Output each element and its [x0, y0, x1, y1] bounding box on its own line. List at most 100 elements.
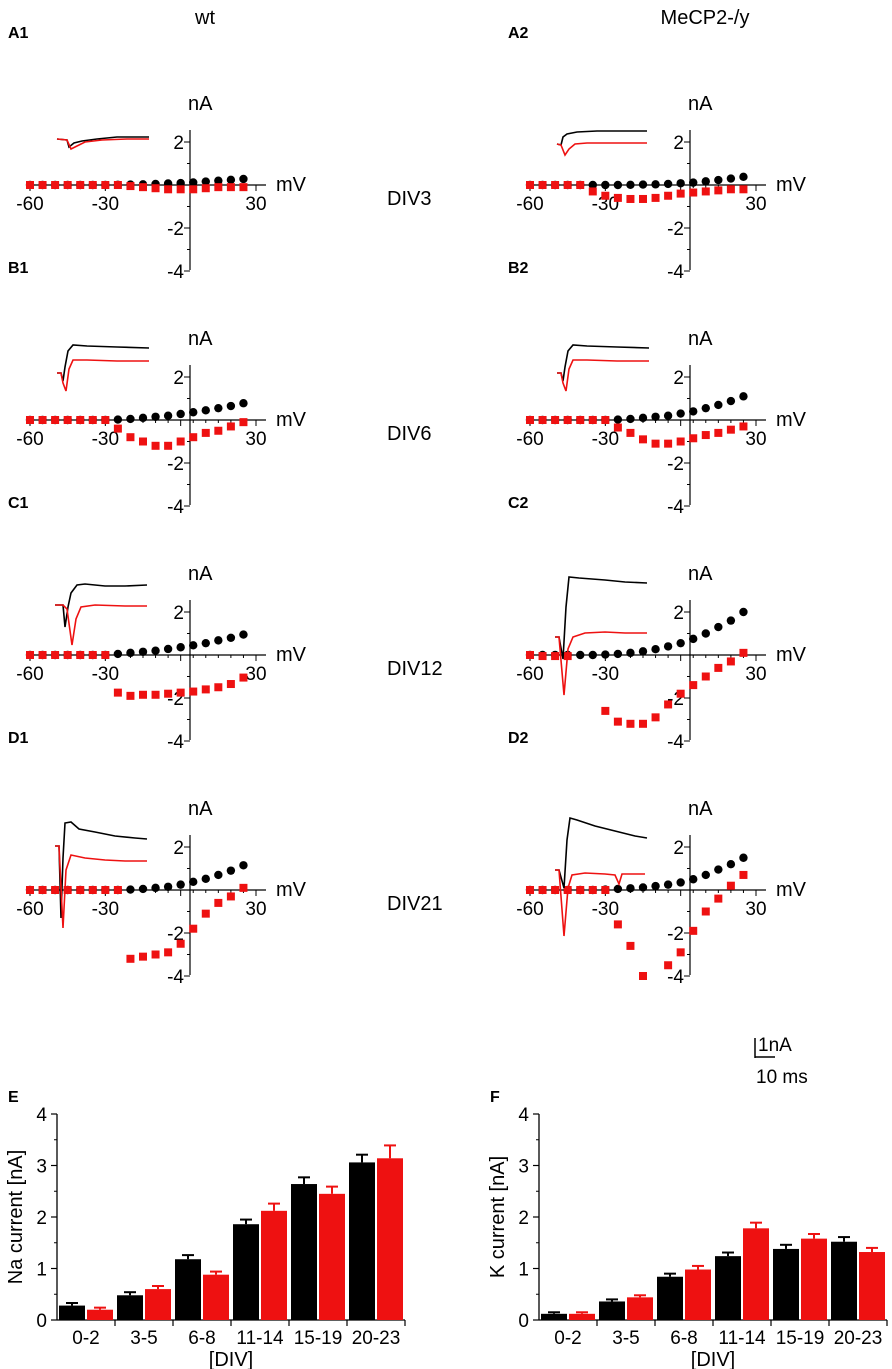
- point-red: [601, 886, 610, 894]
- y-unit-label: nA: [188, 328, 213, 350]
- point-red: [538, 886, 547, 894]
- point-black: [226, 633, 236, 642]
- point-black: [714, 865, 723, 874]
- y-tick-label: 3: [518, 1157, 529, 1178]
- point-black: [226, 175, 236, 185]
- point-red: [613, 193, 622, 202]
- point-red: [88, 651, 97, 659]
- y-tick-label: 2: [673, 133, 684, 154]
- point-black: [638, 180, 648, 189]
- y-tick-label: 2: [173, 603, 184, 624]
- point-red: [676, 437, 685, 446]
- point-red: [113, 688, 122, 697]
- point-black: [176, 643, 185, 652]
- bar-black: [175, 1259, 201, 1320]
- point-red: [613, 717, 622, 726]
- point-red: [588, 416, 597, 424]
- point-black: [151, 646, 160, 655]
- x-tick-label: -60: [516, 899, 543, 920]
- bar-panel-e: E 0 1 2 3 4 0-2 3-5 6-8 11-14 15-19 20-23 [DIV] Na cu…: [5, 1089, 406, 1369]
- point-red: [664, 700, 673, 709]
- x-unit-label: mV: [776, 644, 807, 666]
- x-tick-label: 0-2: [554, 1328, 581, 1349]
- point-red: [639, 435, 647, 444]
- point-red: [51, 181, 60, 189]
- panel-label: D2: [508, 730, 529, 747]
- point-black: [651, 881, 660, 891]
- x-tick-label: 11-14: [236, 1328, 284, 1349]
- point-black: [651, 412, 660, 421]
- point-red: [26, 886, 34, 894]
- point-black: [176, 178, 185, 188]
- bar-black: [773, 1248, 799, 1320]
- point-red: [226, 183, 235, 192]
- x-tick-label: 3-5: [130, 1328, 157, 1349]
- bar-black: [291, 1184, 317, 1320]
- point-black: [626, 414, 635, 424]
- x-unit-label: mV: [276, 644, 307, 666]
- trace-red: [557, 359, 649, 392]
- point-red: [551, 652, 560, 661]
- x-axis-title: [DIV]: [691, 1349, 735, 1369]
- x-tick-label: 30: [745, 899, 766, 920]
- point-red: [588, 886, 597, 894]
- point-black: [113, 649, 123, 659]
- point-red: [76, 181, 85, 189]
- point-black: [626, 884, 635, 893]
- scalebar-time-label: 10 ms: [756, 1067, 808, 1088]
- point-black: [189, 408, 198, 417]
- point-red: [176, 688, 185, 697]
- point-red: [164, 948, 173, 957]
- x-tick-label: 6-8: [188, 1328, 215, 1349]
- point-red: [714, 428, 723, 437]
- point-red: [526, 181, 534, 189]
- point-red: [601, 416, 610, 424]
- x-tick-label: -60: [16, 194, 43, 215]
- bar-red: [377, 1158, 403, 1320]
- point-red: [651, 439, 660, 448]
- scalebar: 1nA 10 ms: [754, 1035, 808, 1088]
- point-red: [88, 886, 97, 894]
- y-tick-label: 2: [173, 368, 184, 389]
- point-red: [714, 186, 723, 195]
- y-tick-label: -2: [667, 219, 684, 240]
- bar-red: [627, 1297, 653, 1320]
- point-red: [26, 651, 34, 659]
- point-red: [601, 706, 610, 715]
- point-red: [101, 886, 110, 894]
- point-black: [714, 622, 723, 632]
- panel-label: B2: [508, 260, 529, 277]
- point-black: [739, 853, 748, 862]
- point-red: [526, 651, 534, 659]
- point-black: [163, 644, 173, 654]
- y-axis-title: K current [nA]: [487, 1156, 509, 1278]
- point-black: [676, 878, 685, 887]
- point-red: [739, 870, 748, 879]
- x-tick-label: 0-2: [72, 1328, 99, 1349]
- point-black: [189, 877, 198, 887]
- point-red: [51, 416, 60, 424]
- point-black: [214, 403, 223, 413]
- point-red: [676, 948, 685, 957]
- point-red: [601, 191, 610, 200]
- x-tick-label: 30: [745, 664, 766, 685]
- point-red: [176, 437, 185, 446]
- bar-black: [541, 1313, 567, 1320]
- point-black: [126, 885, 135, 894]
- point-red: [139, 183, 147, 192]
- point-red: [126, 182, 135, 191]
- y-unit-label: nA: [688, 93, 713, 115]
- x-unit-label: mV: [276, 879, 307, 901]
- iv-panel-a2: A2 -60 -30 30 2 -2 -4 nA mV: [508, 25, 807, 283]
- x-tick-label: -60: [516, 194, 543, 215]
- point-black: [151, 883, 160, 893]
- bar-black: [657, 1276, 683, 1320]
- bar-red: [203, 1274, 229, 1320]
- point-black: [663, 179, 673, 189]
- panel-label: C2: [508, 495, 529, 512]
- point-red: [714, 663, 723, 672]
- panel-label: D1: [8, 730, 29, 747]
- y-tick-label: 1: [518, 1260, 529, 1281]
- point-red: [151, 441, 160, 450]
- x-tick-label: 30: [745, 194, 766, 215]
